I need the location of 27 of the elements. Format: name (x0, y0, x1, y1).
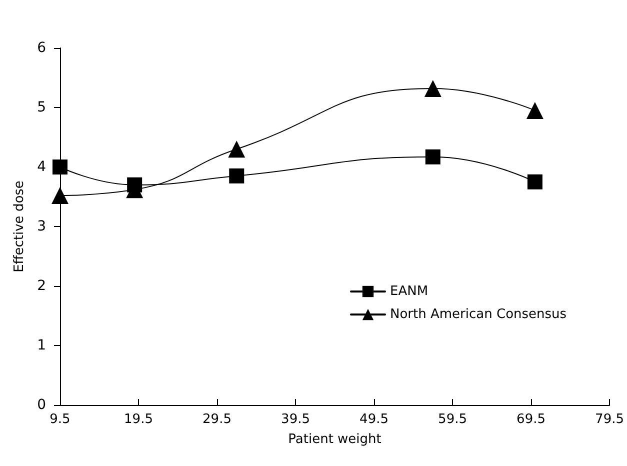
legend-label: EANM (390, 284, 428, 299)
y-tick-label: 3 (37, 218, 46, 234)
point (527, 174, 542, 190)
x-tick-label: 69.5 (516, 412, 546, 427)
x-tick-label: 49.5 (360, 412, 388, 427)
y-axis-title: Effective dose (12, 180, 27, 272)
x-tick-label: 9.5 (50, 412, 70, 427)
x-tick-label: 39.5 (281, 412, 310, 427)
y-tick-label: 6 (37, 40, 46, 56)
x-tick-label: 19.5 (124, 412, 153, 427)
y-tick-label: 2 (37, 278, 46, 294)
point (228, 140, 246, 158)
y-tick-label: 5 (37, 100, 46, 116)
x-tick-label: 59.5 (438, 412, 467, 427)
x-tick-label: 29.5 (202, 412, 232, 427)
x-axis-title: Patient weight (288, 432, 382, 447)
point (52, 160, 68, 174)
point (526, 102, 544, 119)
y-tick-label: 0 (37, 397, 46, 413)
point (424, 80, 442, 97)
y-tick-label: 1 (37, 338, 46, 354)
point (229, 168, 244, 184)
y-tick-label: 4 (37, 159, 46, 175)
point (425, 149, 440, 164)
point (52, 187, 68, 204)
x-tick-label: 79.5 (595, 412, 624, 427)
legend-label: North American Consensus (390, 307, 567, 322)
